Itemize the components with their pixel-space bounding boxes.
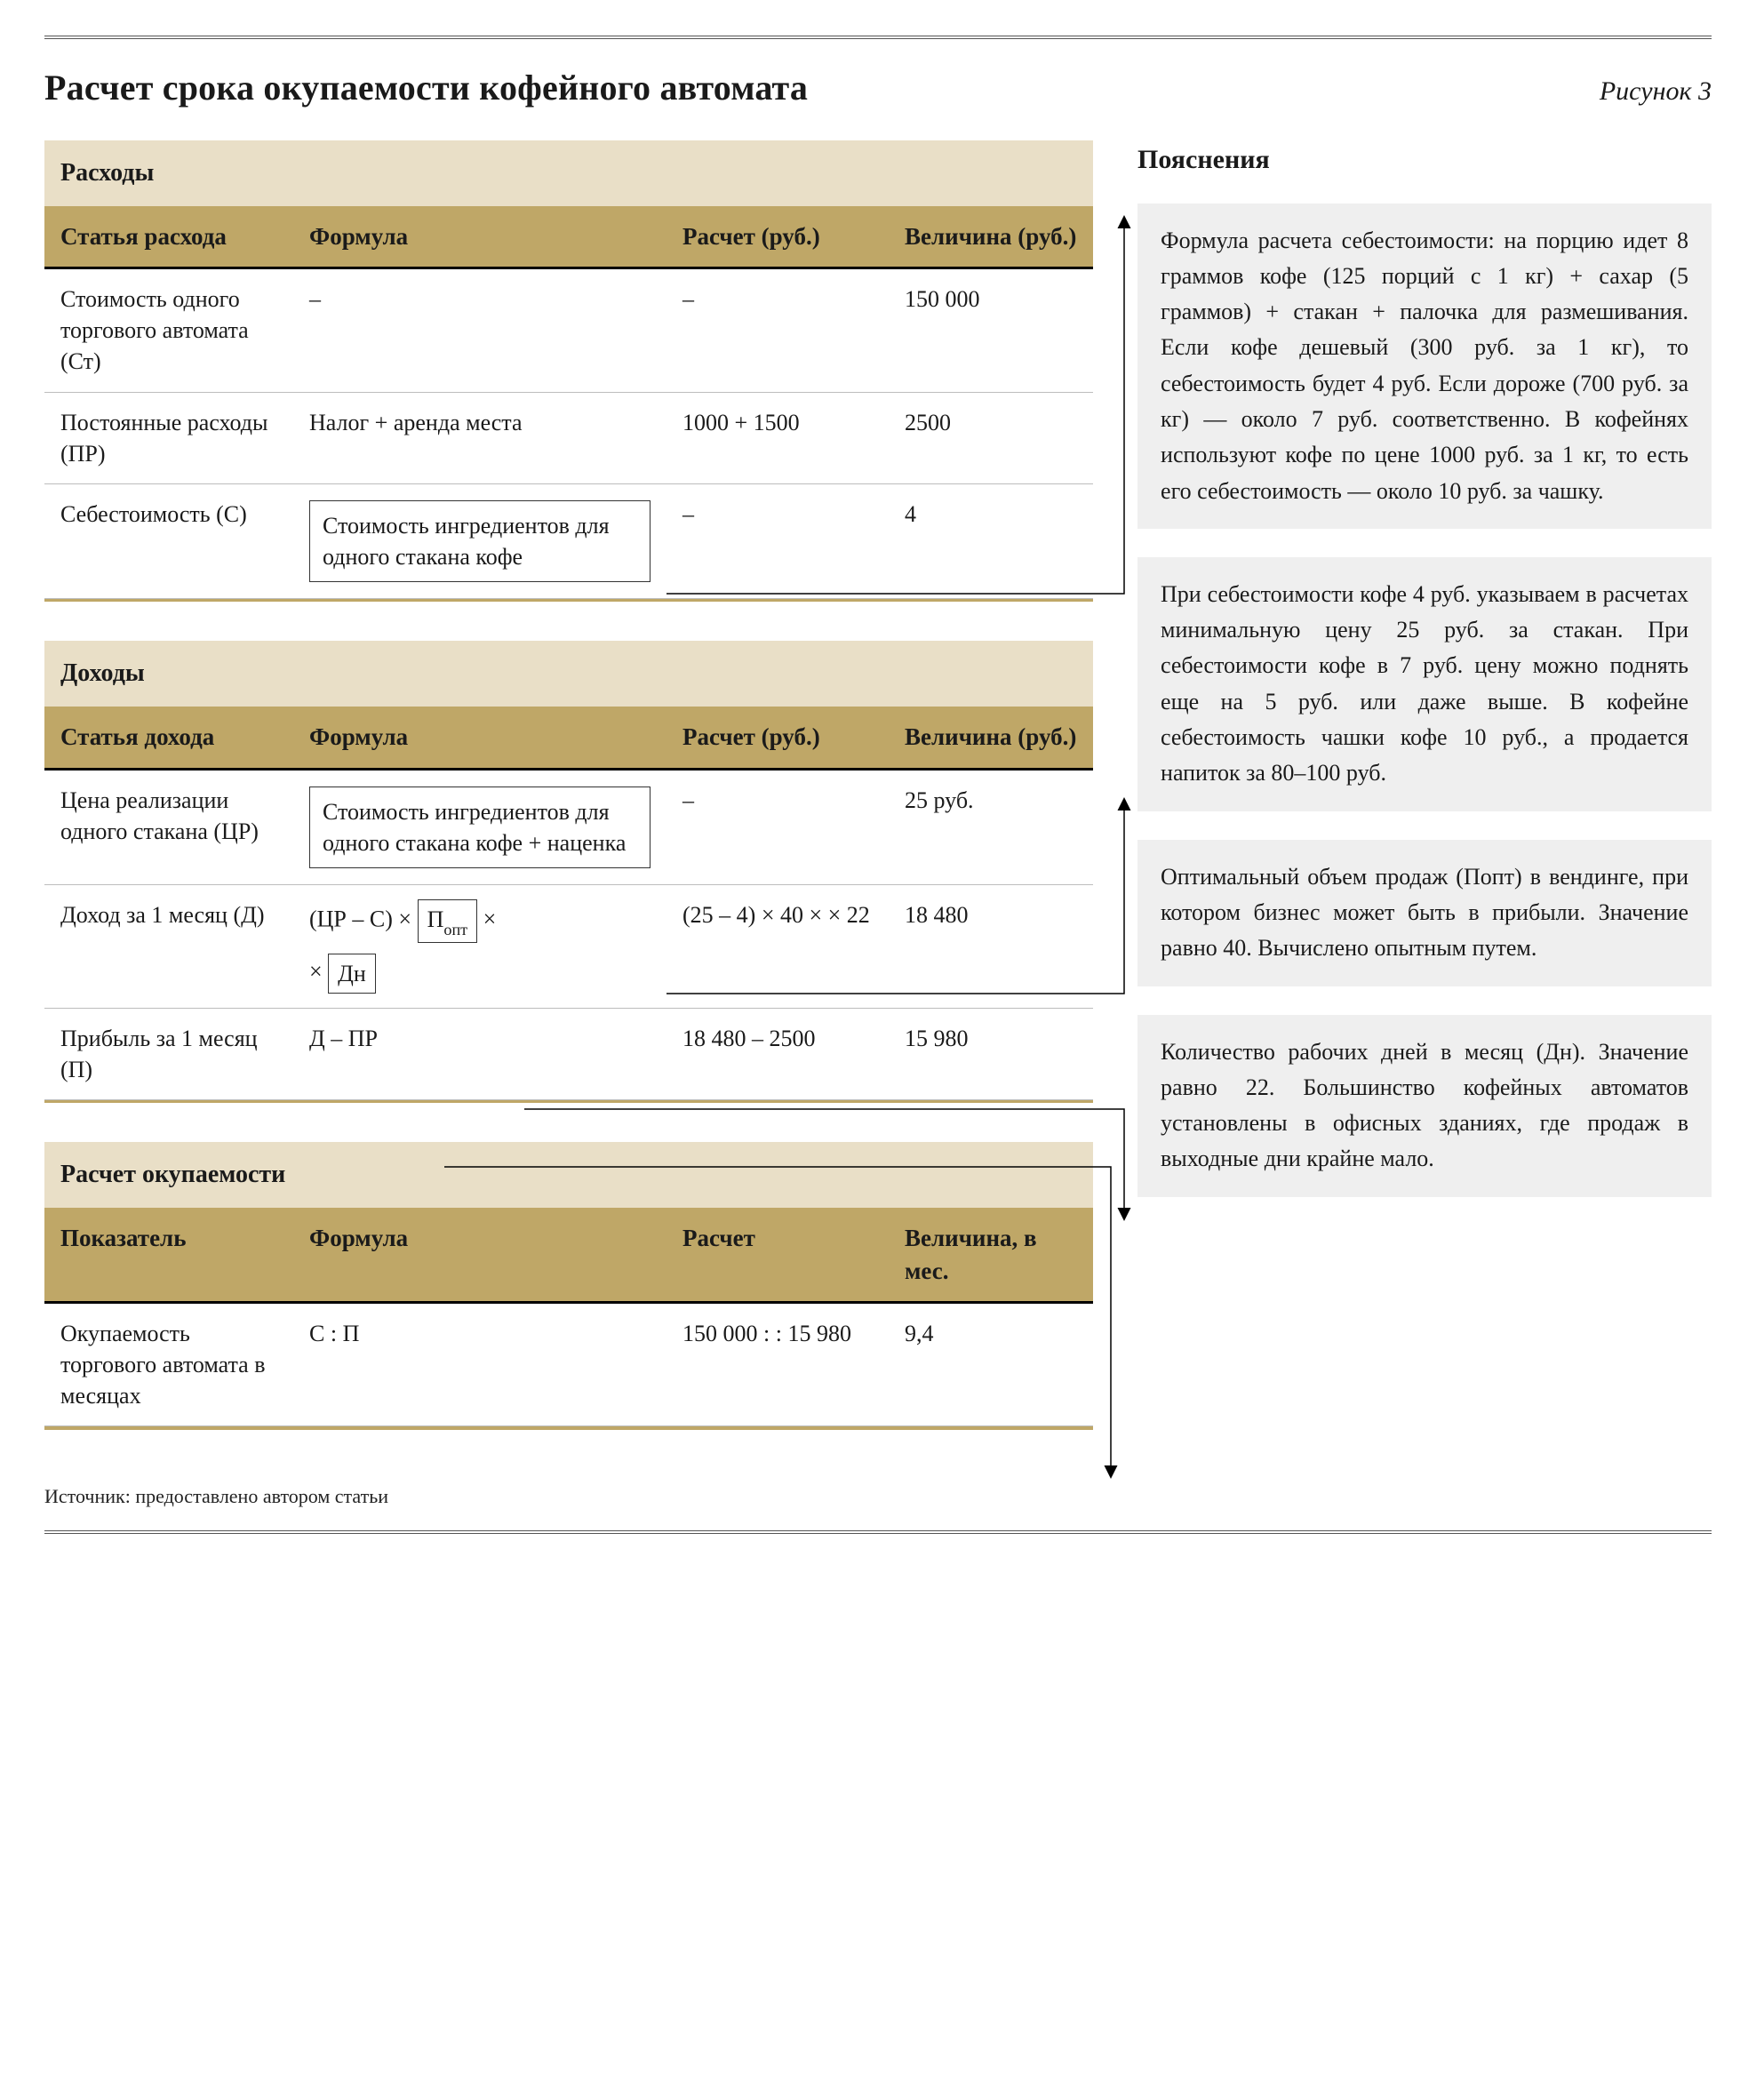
explanation-note: При себестоимости кофе 4 руб. указываем … (1137, 557, 1712, 811)
table-row: Стоимость одного торгового автомата (Ст)… (44, 268, 1093, 392)
cell: Д – ПР (293, 1008, 666, 1099)
table-row: Окупаемость торгового автомата в месяцах… (44, 1303, 1093, 1426)
formula-box-dn: Дн (328, 954, 376, 994)
col-header: Формула (293, 206, 666, 268)
formula-line: (ЦР – С) × Попт × (309, 899, 651, 943)
col-header: Формула (293, 707, 666, 769)
cell: 18 480 – 2500 (666, 1008, 889, 1099)
col-header: Величина (руб.) (889, 206, 1093, 268)
boxed-formula: Стоимость ингредиентов для одного стакан… (309, 500, 651, 582)
cell: Стоимость ингредиентов для одного стакан… (293, 483, 666, 598)
cell: 15 980 (889, 1008, 1093, 1099)
tables-column: Расходы Статья расхода Формула Расчет (р… (44, 140, 1093, 1509)
cell: 150 000 (889, 268, 1093, 392)
cell: 150 000 : : 15 980 (666, 1303, 889, 1426)
cell: – (293, 268, 666, 392)
formula-line: × Дн (309, 954, 651, 994)
table-row: Прибыль за 1 месяц (П) Д – ПР 18 480 – 2… (44, 1008, 1093, 1099)
col-header: Показатель (44, 1208, 293, 1302)
cell: Прибыль за 1 месяц (П) (44, 1008, 293, 1099)
explanation-note: Оптимальный объем продаж (Попт) в вендин… (1137, 840, 1712, 986)
income-table: Доходы Статья дохода Формула Расчет (руб… (44, 641, 1093, 1103)
formula-text: × (483, 906, 497, 931)
cell: Стоимость ингредиентов для одного стакан… (293, 769, 666, 884)
table-end-rule (44, 1099, 1093, 1103)
expenses-table: Расходы Статья расхода Формула Расчет (р… (44, 140, 1093, 602)
cell: Окупаемость торгового автомата в месяцах (44, 1303, 293, 1426)
income-section-title: Доходы (44, 641, 1093, 707)
cell: 9,4 (889, 1303, 1093, 1426)
figure-label: Рисунок 3 (1600, 74, 1712, 110)
formula-text: (ЦР – С) × (309, 906, 411, 931)
cell: – (666, 268, 889, 392)
formula-subscript: опт (443, 921, 467, 938)
col-header: Расчет (666, 1208, 889, 1302)
header: Расчет срока окупаемости кофейного автом… (44, 64, 1712, 112)
cell: Доход за 1 месяц (Д) (44, 884, 293, 1008)
explanation-note: Количество рабочих дней в месяц (Дн). Зн… (1137, 1015, 1712, 1197)
cell: (25 – 4) × 40 × × 22 (666, 884, 889, 1008)
cell: Стоимость одного торгового автомата (Ст) (44, 268, 293, 392)
col-header: Расчет (руб.) (666, 206, 889, 268)
table-end-rule (44, 598, 1093, 602)
payback-table: Расчет окупаемости Показатель Формула Ра… (44, 1142, 1093, 1429)
top-rule (44, 36, 1712, 39)
page-title: Расчет срока окупаемости кофейного автом… (44, 64, 808, 112)
cell: – (666, 769, 889, 884)
cell: – (666, 483, 889, 598)
cell: С : П (293, 1303, 666, 1426)
table-row: Доход за 1 месяц (Д) (ЦР – С) × Попт × ×… (44, 884, 1093, 1008)
boxed-formula: Стоимость ингредиентов для одного стакан… (309, 787, 651, 868)
cell: Цена реализации одного стакана (ЦР) (44, 769, 293, 884)
cell: 2500 (889, 392, 1093, 483)
table-row: Цена реализации одного стакана (ЦР) Стои… (44, 769, 1093, 884)
expenses-section-title: Расходы (44, 140, 1093, 206)
cell: Постоянные расходы (ПР) (44, 392, 293, 483)
col-header: Статья дохода (44, 707, 293, 769)
cell: 1000 + 1500 (666, 392, 889, 483)
cell: Налог + аренда места (293, 392, 666, 483)
col-header: Статья расхода (44, 206, 293, 268)
payback-section-title: Расчет окупаемости (44, 1142, 1093, 1208)
page: Расчет срока окупаемости кофейного автом… (44, 36, 1712, 1534)
col-header: Величина, в мес. (889, 1208, 1093, 1302)
col-header: Расчет (руб.) (666, 707, 889, 769)
cell: 18 480 (889, 884, 1093, 1008)
table-end-rule (44, 1426, 1093, 1430)
table-row: Постоянные расходы (ПР) Налог + аренда м… (44, 392, 1093, 483)
formula-box-popt: Попт (418, 899, 478, 943)
col-header: Величина (руб.) (889, 707, 1093, 769)
formula-text: × (309, 958, 323, 984)
content: Расходы Статья расхода Формула Расчет (р… (44, 140, 1712, 1509)
explanation-note: Формула расчета себестоимости: на порцию… (1137, 204, 1712, 529)
cell: (ЦР – С) × Попт × × Дн (293, 884, 666, 1008)
explanations-title: Пояснения (1137, 142, 1712, 179)
source-text: Источник: предоставлено автором статьи (44, 1483, 1093, 1510)
table-row: Себестоимость (С) Стоимость ингредиентов… (44, 483, 1093, 598)
explanations-column: Пояснения Формула расчета себестоимости:… (1137, 140, 1712, 1226)
bottom-rule (44, 1530, 1712, 1534)
formula-symbol: П (427, 906, 444, 932)
cell: 4 (889, 483, 1093, 598)
col-header: Формула (293, 1208, 666, 1302)
cell: 25 руб. (889, 769, 1093, 884)
cell: Себестоимость (С) (44, 483, 293, 598)
